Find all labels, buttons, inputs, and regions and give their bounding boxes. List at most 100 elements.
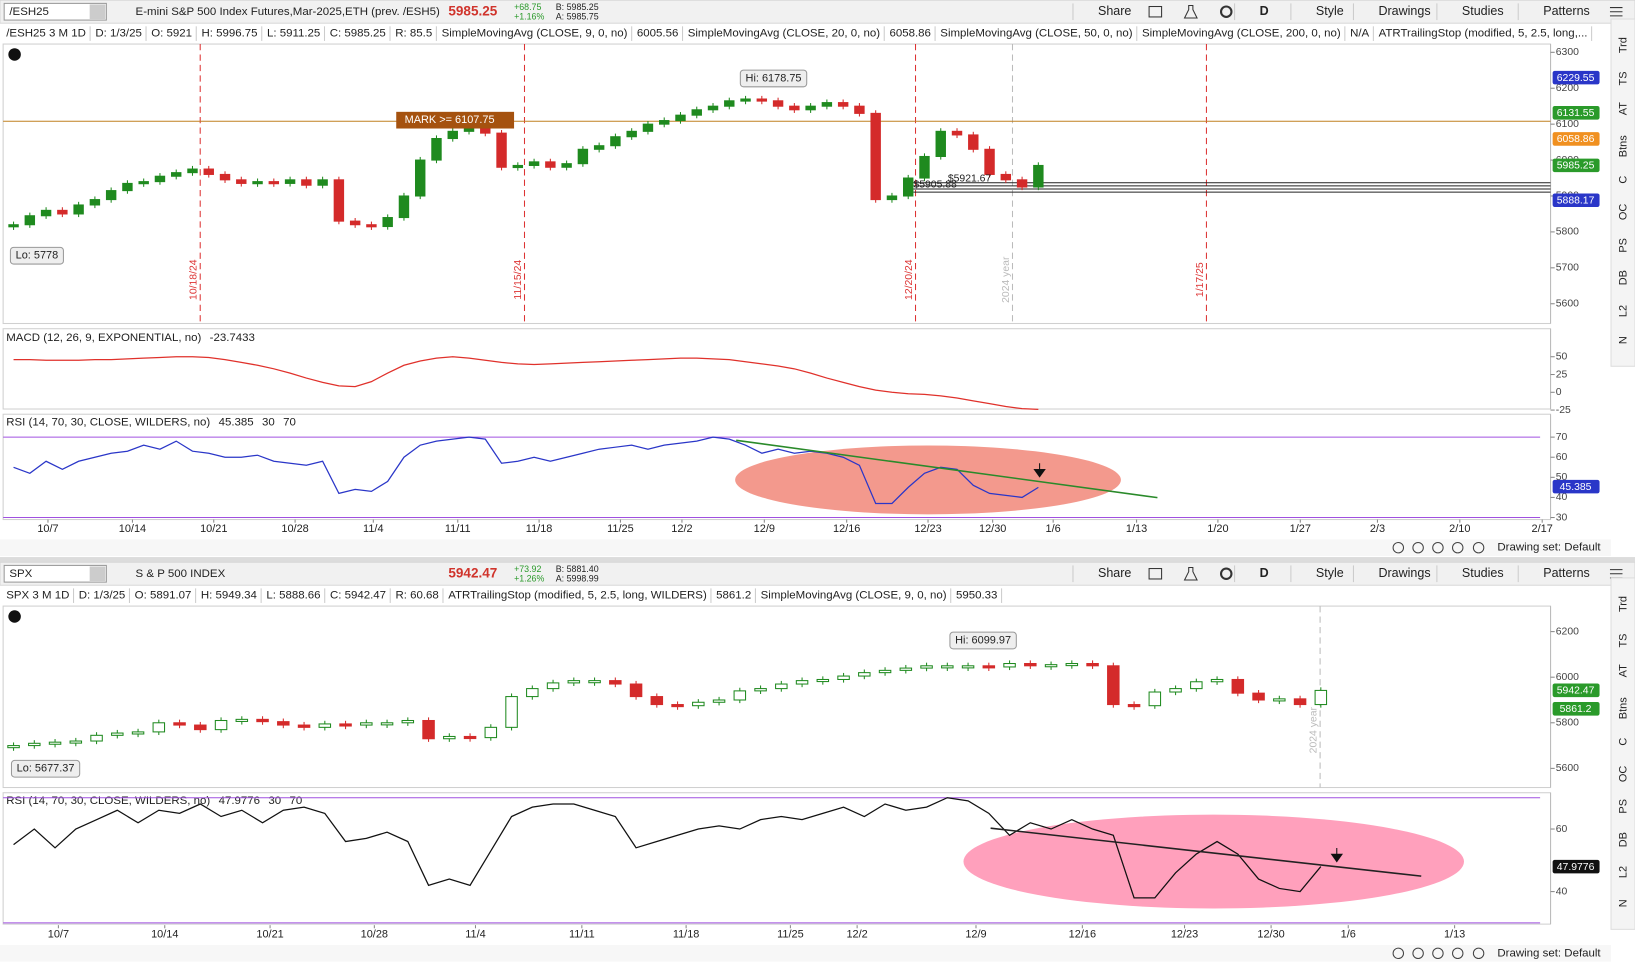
symbol-input[interactable]: SPX — [9, 568, 32, 580]
scroll-row — [0, 539, 1612, 557]
icon[interactable] — [1183, 4, 1198, 19]
candle — [366, 224, 377, 228]
study-value: 47.9776 — [219, 795, 260, 807]
symbol-input[interactable]: /ESH25 — [9, 6, 49, 18]
x-tick-label: 11/4 — [465, 928, 485, 940]
icon[interactable] — [1219, 567, 1233, 581]
zoom-icon[interactable] — [1392, 541, 1405, 554]
x-tick-label: 1/6 — [1341, 928, 1356, 940]
zoom-icon[interactable] — [1392, 947, 1405, 960]
zoom-icon[interactable] — [1452, 947, 1464, 960]
side-tab[interactable]: TS — [1617, 634, 1629, 648]
side-tab[interactable]: DB — [1617, 832, 1629, 847]
side-tab[interactable]: Btns — [1617, 697, 1629, 719]
side-tab[interactable]: Trd — [1617, 37, 1629, 53]
candle — [349, 220, 361, 226]
candle — [1148, 691, 1162, 707]
toolbar-button[interactable]: Patterns — [1543, 566, 1590, 580]
candle — [1169, 688, 1182, 693]
y-tick-label: 5700 — [1556, 263, 1579, 274]
toolbar-button[interactable]: Share — [1098, 4, 1131, 18]
menu-icon[interactable] — [1609, 7, 1623, 17]
candle — [236, 179, 247, 184]
y-tick-label: 6200 — [1556, 626, 1579, 637]
icon[interactable] — [1148, 5, 1163, 18]
y-tick-label: 40 — [1556, 492, 1568, 503]
toolbar-button[interactable]: Studies — [1462, 566, 1504, 580]
side-tab[interactable]: L2 — [1617, 305, 1629, 317]
side-tab[interactable]: DB — [1617, 270, 1629, 285]
price-tag-label: 5888.17 — [1557, 196, 1595, 207]
study-label: C: 5985.25 — [330, 28, 386, 40]
candle — [317, 179, 328, 186]
candle — [951, 130, 963, 136]
side-tab[interactable]: C — [1617, 738, 1629, 746]
study-label: SimpleMovingAvg (CLOSE, 200, 0, no) — [1142, 28, 1341, 40]
mark-label[interactable]: MARK >= 6107.75 — [405, 114, 495, 126]
candle — [712, 699, 726, 703]
zoom-icon[interactable] — [1412, 541, 1424, 554]
indicator-line — [13, 436, 1039, 505]
warning-icon — [8, 610, 21, 623]
candle — [1293, 698, 1307, 706]
side-tab[interactable]: Btns — [1617, 135, 1629, 157]
study-label: H: 5949.34 — [201, 590, 258, 602]
side-tab[interactable]: L2 — [1617, 866, 1629, 878]
symbol-dropdown[interactable] — [89, 566, 106, 582]
toolbar-button[interactable]: Style — [1316, 566, 1344, 580]
toolbar-button[interactable]: Style — [1316, 4, 1344, 18]
candle — [707, 105, 719, 111]
study-label: N/A — [1350, 28, 1369, 40]
candle — [1003, 663, 1016, 668]
y-tick-label: -25 — [1556, 405, 1571, 416]
side-tab[interactable]: Trd — [1617, 596, 1629, 612]
zoom-icon[interactable] — [1412, 947, 1424, 960]
study-param: 30 — [268, 795, 281, 807]
zoom-icon[interactable] — [1432, 541, 1444, 554]
zoom-icon[interactable] — [1432, 947, 1444, 960]
toolbar-button[interactable]: Share — [1098, 566, 1131, 580]
side-tab[interactable]: PS — [1617, 799, 1629, 814]
candle — [512, 164, 524, 169]
drawing-set[interactable]: Drawing set: Default — [1497, 947, 1601, 959]
toolbar-button[interactable]: Drawings — [1378, 566, 1430, 580]
price-tag — [1552, 859, 1600, 874]
y-tick-label: 5600 — [1556, 298, 1579, 309]
side-tab[interactable]: AT — [1617, 664, 1629, 677]
side-tab[interactable]: N — [1617, 899, 1629, 907]
symbol-box[interactable] — [3, 2, 107, 21]
toolbar-button[interactable]: D — [1260, 566, 1269, 580]
toolbar-button[interactable]: Studies — [1462, 4, 1504, 18]
side-tab[interactable]: AT — [1617, 102, 1629, 115]
zoom-icon[interactable] — [1472, 541, 1485, 554]
candle — [1044, 664, 1058, 668]
side-strip — [1610, 577, 1635, 930]
symbol-dropdown[interactable] — [89, 4, 106, 20]
percent-change: +1.26% — [514, 573, 544, 583]
study-label: L: 5888.66 — [266, 590, 320, 602]
zoom-icon[interactable] — [1452, 541, 1464, 554]
drawing-set[interactable]: Drawing set: Default — [1497, 542, 1601, 554]
side-tab[interactable]: PS — [1617, 238, 1629, 253]
candle — [318, 723, 332, 728]
zoom-icon[interactable] — [1472, 947, 1485, 960]
icon[interactable] — [1219, 5, 1233, 18]
toolbar-button[interactable]: D — [1260, 4, 1269, 18]
side-tab[interactable]: TS — [1617, 71, 1629, 85]
side-tab[interactable]: C — [1617, 176, 1629, 184]
side-tab[interactable]: OC — [1617, 204, 1629, 221]
divider — [0, 557, 1635, 563]
toolbar-button[interactable]: Patterns — [1543, 4, 1590, 18]
side-tab[interactable]: OC — [1617, 766, 1629, 783]
candle — [382, 217, 393, 228]
side-tab[interactable]: N — [1617, 336, 1629, 344]
study-label: SPX 3 M 1D — [6, 590, 69, 602]
icon[interactable] — [1148, 568, 1163, 580]
candle — [1000, 173, 1012, 181]
candle — [443, 735, 456, 740]
candle — [772, 100, 784, 107]
toolbar-button[interactable]: Drawings — [1378, 4, 1430, 18]
candle — [795, 680, 809, 685]
icon[interactable] — [1183, 566, 1198, 581]
symbol-box[interactable] — [3, 564, 107, 583]
